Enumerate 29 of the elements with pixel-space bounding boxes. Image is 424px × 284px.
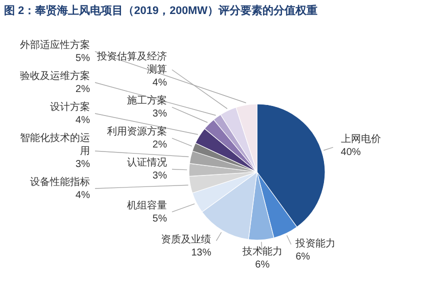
data-label: 40% bbox=[340, 146, 361, 158]
slice-label: 智能化技术的运用 bbox=[20, 132, 90, 157]
data-label: 5% bbox=[152, 213, 168, 224]
slice-label: 资质及业绩 bbox=[161, 234, 212, 246]
data-label: 6% bbox=[296, 251, 310, 262]
data-label: 4% bbox=[76, 114, 90, 126]
data-label: 3% bbox=[152, 108, 168, 120]
slice-label: 投资能力 bbox=[294, 237, 336, 250]
slice-label: 技术能力 bbox=[241, 245, 282, 258]
slice-label: 验收及运维方案 bbox=[20, 70, 90, 82]
slice-label: 投资估算及经济测算 bbox=[96, 50, 167, 76]
data-label: 4% bbox=[152, 78, 168, 89]
data-label: 4% bbox=[76, 190, 90, 201]
slice-label: 机组容量 bbox=[127, 199, 167, 212]
data-label: 5% bbox=[76, 52, 90, 64]
data-label: 13% bbox=[191, 248, 212, 259]
slice-label: 外部适应性方案 bbox=[20, 38, 90, 51]
slice-label: 设备性能指标 bbox=[30, 176, 90, 188]
data-label: 3% bbox=[152, 170, 168, 182]
slice-label: 利用资源方案 bbox=[107, 126, 167, 138]
slice-label: 施工方案 bbox=[127, 94, 167, 107]
chart-title: 图 2：奉贤海上风电项目（2019，200MW）评分要素的分值权重 bbox=[4, 4, 318, 17]
data-label: 2% bbox=[76, 84, 90, 95]
slice-label: 认证情况 bbox=[127, 156, 167, 169]
data-label: 6% bbox=[255, 259, 270, 270]
slice-label: 上网电价 bbox=[340, 132, 381, 145]
slice-label: 设计方案 bbox=[50, 100, 90, 113]
data-label: 2% bbox=[152, 140, 168, 151]
data-label: 3% bbox=[76, 158, 90, 170]
